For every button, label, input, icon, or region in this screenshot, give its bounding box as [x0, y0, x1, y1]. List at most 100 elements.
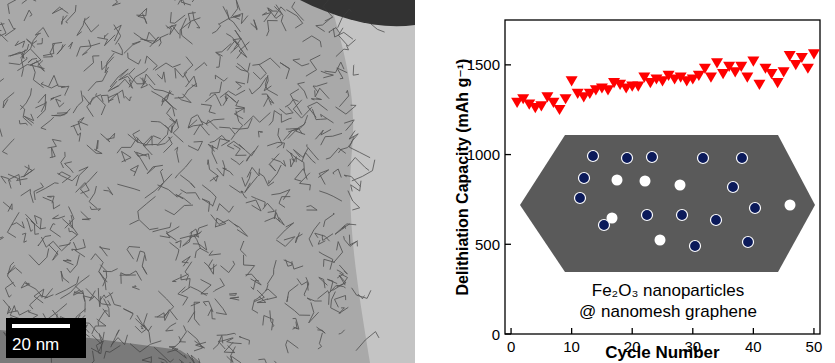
- tem-wrinkle: [264, 95, 272, 106]
- tem-wrinkle: [334, 242, 343, 263]
- tem-wrinkle: [24, 165, 35, 177]
- tem-wrinkle: [114, 25, 121, 45]
- y-tick: [505, 333, 511, 334]
- tem-wrinkle: [165, 205, 193, 215]
- tem-wrinkle: [236, 63, 250, 72]
- tem-wrinkle: [73, 125, 80, 141]
- tem-wrinkle: [99, 332, 104, 344]
- tem-wrinkle: [284, 122, 306, 140]
- tem-wrinkle: [27, 218, 33, 231]
- tem-wrinkle: [272, 159, 286, 167]
- tem-wrinkle: [10, 52, 24, 59]
- tem-wrinkle: [269, 165, 282, 184]
- tem-wrinkle: [251, 20, 258, 30]
- y-tick: [505, 154, 511, 155]
- tem-wrinkle: [339, 90, 348, 106]
- tem-wrinkle: [336, 105, 357, 114]
- tem-wrinkle: [22, 233, 27, 242]
- data-point: [735, 62, 747, 72]
- tem-wrinkle: [26, 283, 42, 296]
- tem-wrinkle: [279, 197, 290, 208]
- tem-wrinkle: [293, 318, 299, 329]
- tem-wrinkle: [348, 158, 369, 171]
- tem-wrinkle: [274, 361, 284, 363]
- tem-wrinkle: [216, 43, 232, 56]
- tem-wrinkle: [173, 119, 183, 142]
- tem-wrinkle: [3, 92, 14, 108]
- tem-wrinkle: [339, 330, 345, 334]
- tem-wrinkle: [17, 65, 44, 71]
- tem-wrinkle: [124, 41, 140, 53]
- tem-wrinkle: [290, 89, 302, 115]
- nanoparticle: [612, 175, 623, 186]
- tem-wrinkle: [240, 241, 246, 256]
- tem-wrinkle: [123, 309, 133, 320]
- tem-wrinkle: [239, 42, 249, 57]
- tem-wrinkle: [29, 249, 49, 266]
- tem-wrinkle: [61, 86, 69, 95]
- tem-wrinkle: [52, 7, 68, 13]
- tem-wrinkle: [117, 140, 136, 153]
- tem-wrinkle: [83, 95, 101, 105]
- tem-wrinkle: [217, 333, 236, 335]
- tem-wrinkle: [244, 255, 255, 276]
- tem-wrinkle: [208, 309, 216, 319]
- tem-wrinkle: [245, 274, 261, 285]
- tem-wrinkle: [201, 104, 216, 113]
- tem-wrinkle: [304, 277, 309, 296]
- tem-wrinkle: [132, 285, 139, 290]
- tem-wrinkle: [212, 24, 221, 34]
- tem-wrinkle: [61, 271, 69, 283]
- tem-wrinkle: [134, 33, 161, 44]
- tem-wrinkle: [319, 277, 328, 288]
- tem-background: [0, 0, 415, 363]
- tem-wrinkle: [3, 300, 11, 314]
- tem-wrinkle: [209, 260, 217, 270]
- tem-wrinkle: [2, 139, 14, 154]
- tem-wrinkle: [155, 310, 178, 320]
- x-tick: [510, 328, 511, 334]
- tem-wrinkle: [176, 241, 182, 248]
- tem-wrinkle: [246, 200, 261, 211]
- tem-wrinkle: [77, 43, 101, 56]
- tem-wrinkle: [185, 262, 192, 281]
- tem-wrinkle: [295, 169, 308, 182]
- data-point: [699, 64, 711, 74]
- tem-wrinkle: [187, 353, 200, 363]
- tem-wrinkle: [125, 96, 132, 101]
- tem-wrinkle: [194, 125, 210, 135]
- tem-wrinkle: [349, 131, 358, 143]
- tem-wrinkle: [285, 303, 311, 315]
- tem-wrinkle: [91, 254, 103, 273]
- tem-wrinkle: [81, 211, 91, 219]
- tem-wrinkle: [293, 100, 312, 118]
- tem-wrinkle: [25, 214, 39, 234]
- tem-wrinkle: [195, 341, 207, 348]
- tem-wrinkle: [210, 176, 218, 182]
- tem-wrinkle: [19, 120, 27, 125]
- tem-wrinkle: [287, 284, 299, 302]
- scale-bar: [12, 324, 70, 328]
- tem-wrinkle: [333, 169, 341, 178]
- tem-wrinkle: [265, 75, 278, 95]
- tem-image: 20 nm: [0, 0, 415, 363]
- tem-wrinkle: [308, 102, 328, 117]
- tem-wrinkle: [237, 63, 249, 83]
- x-tick-label: 0: [507, 338, 515, 355]
- tem-wrinkle: [62, 215, 72, 228]
- tem-wrinkle: [30, 49, 41, 65]
- tem-wrinkle: [298, 82, 308, 98]
- tem-wrinkle: [236, 100, 244, 113]
- data-point: [741, 73, 753, 83]
- tem-wrinkle: [48, 139, 62, 148]
- x-tick: [753, 328, 754, 334]
- tem-wrinkle: [258, 131, 262, 137]
- tem-wrinkle: [73, 91, 83, 114]
- tem-wrinkle: [167, 107, 177, 123]
- tem-dark-region: [300, 0, 415, 26]
- tem-wrinkle: [80, 172, 97, 198]
- tem-wrinkle: [89, 186, 97, 209]
- tem-wrinkle: [249, 77, 266, 94]
- tem-wrinkle: [164, 137, 173, 153]
- tem-wrinkle: [137, 315, 152, 331]
